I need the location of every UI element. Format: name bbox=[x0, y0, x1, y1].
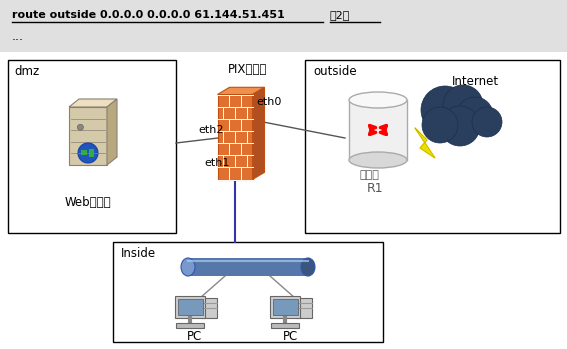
Circle shape bbox=[422, 107, 458, 143]
Bar bbox=[201, 298, 217, 318]
Text: eth0: eth0 bbox=[256, 97, 281, 107]
Ellipse shape bbox=[349, 152, 407, 168]
Bar bbox=[69, 107, 107, 165]
Bar bbox=[270, 296, 300, 318]
Bar bbox=[305, 60, 560, 233]
Bar bbox=[296, 298, 312, 318]
Text: outside: outside bbox=[313, 65, 357, 78]
Text: eth1: eth1 bbox=[204, 158, 230, 168]
Text: PC: PC bbox=[187, 330, 202, 343]
Ellipse shape bbox=[181, 258, 195, 276]
Ellipse shape bbox=[349, 92, 407, 108]
Text: ...: ... bbox=[12, 30, 24, 43]
Text: Inside: Inside bbox=[121, 247, 156, 260]
Ellipse shape bbox=[301, 258, 315, 276]
Polygon shape bbox=[218, 87, 264, 95]
Circle shape bbox=[457, 97, 493, 133]
Bar bbox=[8, 60, 176, 233]
Ellipse shape bbox=[78, 143, 98, 163]
Circle shape bbox=[421, 86, 469, 134]
Bar bbox=[176, 323, 204, 328]
Text: dmz: dmz bbox=[14, 65, 39, 78]
Bar bbox=[218, 95, 252, 179]
Circle shape bbox=[472, 107, 502, 137]
Text: R1: R1 bbox=[367, 182, 384, 195]
Polygon shape bbox=[69, 99, 117, 107]
Text: route outside 0.0.0.0 0.0.0.0 61.144.51.451: route outside 0.0.0.0 0.0.0.0 61.144.51.… bbox=[12, 10, 285, 20]
Bar bbox=[273, 299, 298, 315]
Bar bbox=[89, 149, 94, 157]
Bar bbox=[188, 258, 308, 276]
Bar bbox=[271, 323, 299, 328]
Polygon shape bbox=[415, 128, 435, 158]
Text: PC: PC bbox=[282, 330, 298, 343]
Text: Internet: Internet bbox=[451, 75, 498, 88]
Bar bbox=[0, 52, 567, 349]
Bar bbox=[175, 296, 205, 318]
Text: Web服务器: Web服务器 bbox=[65, 196, 111, 209]
Circle shape bbox=[440, 106, 480, 146]
Text: eth2: eth2 bbox=[198, 125, 223, 135]
Bar bbox=[113, 242, 383, 342]
Bar bbox=[349, 100, 407, 160]
Bar bbox=[0, 0, 567, 52]
Text: 路由器: 路由器 bbox=[360, 170, 380, 180]
Circle shape bbox=[443, 85, 483, 125]
Text: （2）: （2） bbox=[330, 10, 350, 20]
Bar bbox=[81, 150, 87, 155]
Polygon shape bbox=[107, 99, 117, 165]
Bar bbox=[177, 299, 202, 315]
Text: PIX防火墙: PIX防火墙 bbox=[229, 63, 268, 76]
Circle shape bbox=[78, 124, 83, 130]
Polygon shape bbox=[252, 87, 264, 179]
